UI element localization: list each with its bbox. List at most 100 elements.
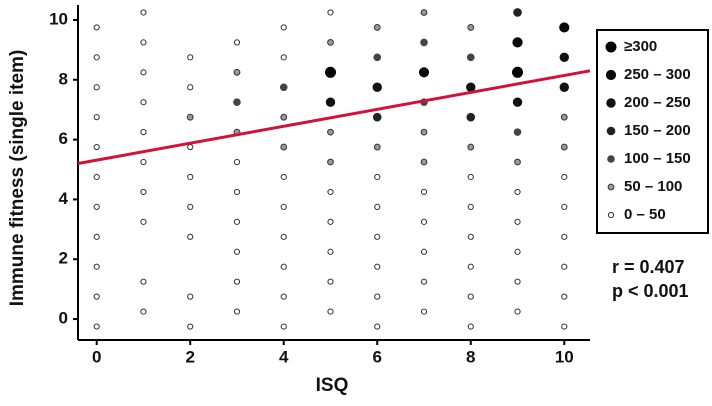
point (420, 278, 428, 285)
point (561, 323, 568, 330)
point (280, 24, 287, 31)
point (327, 278, 334, 285)
point (140, 39, 147, 46)
point (324, 66, 336, 78)
point (420, 128, 428, 136)
point (93, 233, 100, 240)
point (374, 323, 381, 330)
legend-marker (605, 69, 617, 81)
point (93, 203, 100, 210)
point (140, 129, 147, 136)
y-tick-label: 0 (59, 309, 68, 328)
legend-label: 100 – 150 (624, 150, 691, 167)
point (372, 82, 382, 92)
point (233, 39, 241, 46)
point (279, 83, 288, 92)
point (280, 233, 287, 240)
point (187, 84, 194, 91)
point (187, 143, 194, 151)
legend-marker (607, 211, 615, 219)
point (374, 293, 381, 300)
point (327, 128, 334, 136)
point (374, 263, 381, 270)
point (467, 233, 474, 240)
point (512, 97, 523, 107)
point (373, 53, 382, 62)
point (233, 278, 241, 285)
point (93, 173, 100, 181)
point (466, 53, 475, 62)
point (514, 158, 521, 166)
x-axis-label: ISQ (316, 375, 349, 396)
point (187, 54, 194, 61)
point (561, 173, 568, 181)
point (466, 112, 476, 122)
point (140, 218, 147, 225)
point (140, 99, 147, 106)
point (233, 158, 241, 166)
point (93, 143, 100, 151)
point (420, 308, 428, 315)
point (233, 248, 241, 255)
legend-box (596, 29, 709, 234)
trend-line (77, 69, 591, 166)
y-tick-label: 10 (49, 9, 68, 28)
point (561, 293, 568, 300)
point (140, 308, 147, 315)
legend-marker (605, 41, 617, 53)
point (233, 188, 241, 196)
legend-marker (607, 155, 615, 163)
x-tick-label: 6 (373, 347, 382, 366)
x-tick-label: 10 (555, 347, 574, 366)
point (420, 9, 428, 16)
point (233, 308, 241, 315)
point (327, 158, 334, 166)
point (559, 52, 569, 63)
point (140, 9, 147, 16)
point (327, 248, 334, 255)
point (187, 203, 194, 210)
point (420, 218, 428, 225)
point (327, 218, 334, 225)
point (327, 188, 334, 196)
point (187, 233, 194, 240)
point (374, 203, 381, 210)
point (186, 113, 194, 121)
point (280, 143, 288, 151)
point (561, 203, 568, 210)
point (93, 24, 100, 31)
point (280, 54, 287, 61)
y-tick-label: 8 (59, 69, 68, 88)
legend-marker (607, 183, 615, 191)
point (140, 69, 147, 76)
legend-label: 50 – 100 (624, 178, 682, 195)
y-tick-label: 2 (59, 249, 68, 268)
point (420, 158, 428, 166)
point (374, 173, 381, 181)
point (467, 263, 474, 270)
point (512, 37, 523, 48)
legend-label: ≥300 (624, 38, 657, 55)
point (140, 278, 147, 285)
legend-label: 150 – 200 (624, 122, 691, 139)
annotation: p < 0.001 (612, 281, 689, 301)
point (93, 54, 100, 61)
point (467, 24, 475, 31)
point (514, 248, 521, 255)
point (559, 22, 570, 33)
x-tick-label: 4 (279, 347, 289, 366)
point (93, 84, 100, 91)
y-axis-label: Immune fitness (single item) (7, 50, 28, 307)
point (280, 293, 287, 300)
point (559, 82, 569, 92)
annotation: r = 0.407 (612, 257, 685, 277)
point (514, 188, 521, 196)
point (93, 293, 100, 300)
x-tick-label: 2 (185, 347, 194, 366)
point (513, 128, 522, 136)
point (466, 82, 476, 92)
y-tick-label: 6 (59, 129, 68, 148)
point (467, 143, 475, 151)
x-tick-label: 0 (92, 347, 101, 366)
point (280, 263, 287, 270)
